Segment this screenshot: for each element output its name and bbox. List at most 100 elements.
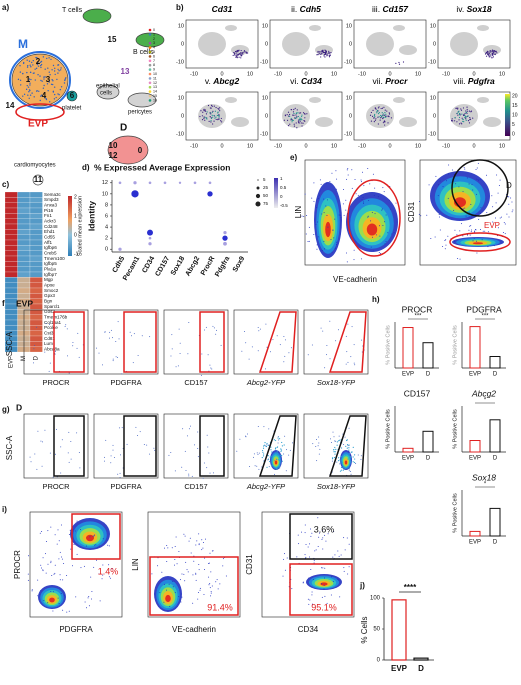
event-dot	[439, 216, 441, 218]
event-dot	[132, 362, 134, 364]
event-dot	[458, 123, 461, 125]
event-dot	[348, 566, 350, 568]
event-dot	[320, 183, 322, 185]
cluster-number: 4	[42, 91, 47, 100]
event-dot	[383, 106, 385, 108]
event-dot	[342, 203, 344, 205]
event-dot	[346, 261, 348, 263]
event-dot	[334, 247, 336, 249]
y-tick-label: 10	[102, 191, 108, 197]
event-dot	[334, 440, 336, 442]
event-dot	[343, 214, 345, 216]
event-dot	[67, 355, 69, 357]
event-dot	[457, 111, 459, 113]
heatmap-cell	[29, 213, 43, 219]
event-dot	[44, 351, 46, 353]
event-dot	[296, 127, 298, 129]
heatmap-cell	[17, 197, 31, 203]
event-dot	[445, 244, 447, 246]
bar	[469, 326, 481, 369]
axis-title: Identity	[86, 201, 96, 231]
event-dot	[244, 435, 246, 437]
group-label: D	[418, 664, 424, 673]
event-dot	[66, 575, 68, 577]
umap-gene: Procr	[385, 76, 408, 86]
event-dot	[339, 439, 341, 441]
heatmap-cell	[17, 223, 31, 230]
event-dot	[202, 111, 204, 113]
event-dot	[278, 467, 281, 469]
event-dot	[91, 590, 93, 592]
event-dot	[216, 329, 218, 331]
event-dot	[58, 93, 60, 96]
heatmap-cell	[17, 287, 31, 294]
event-dot	[492, 56, 494, 58]
event-dot	[68, 431, 70, 433]
event-dot	[288, 115, 290, 117]
event-dot	[186, 569, 188, 571]
event-dot	[342, 433, 344, 435]
event-dot	[284, 114, 286, 116]
event-dot	[350, 356, 352, 358]
event-dot	[181, 466, 183, 468]
event-dot	[383, 113, 385, 115]
event-dot	[257, 327, 259, 329]
event-dot	[261, 466, 263, 468]
size-legend-label: 75	[263, 201, 269, 206]
y-tick-label: -10	[428, 131, 436, 137]
density-contour	[344, 460, 348, 465]
event-dot	[52, 90, 55, 93]
heatmap-cell	[29, 229, 43, 235]
event-dot	[129, 331, 131, 333]
event-dot	[238, 56, 240, 58]
event-dot	[176, 563, 178, 565]
event-dot	[149, 336, 151, 338]
event-dot	[468, 110, 471, 112]
event-dot	[199, 115, 201, 118]
event-dot	[379, 114, 382, 117]
heatmap-cell	[29, 197, 43, 203]
event-dot	[439, 229, 441, 231]
event-dot	[54, 350, 56, 352]
event-dot	[327, 533, 329, 535]
event-dot	[336, 441, 338, 443]
umap-gene: Cd31	[212, 4, 233, 14]
event-dot	[348, 468, 350, 470]
event-dot	[456, 234, 458, 236]
event-dot	[198, 569, 200, 571]
event-dot	[325, 205, 327, 207]
event-dot	[37, 430, 39, 432]
event-dot	[339, 470, 342, 472]
event-dot	[259, 328, 261, 330]
event-dot	[360, 258, 362, 260]
event-dot	[197, 591, 199, 593]
event-dot	[94, 534, 96, 536]
x-tick-label: -10	[274, 71, 282, 77]
label: cardiomyocytes	[14, 163, 56, 169]
event-dot	[324, 567, 326, 569]
density-contour	[86, 534, 94, 542]
event-dot	[301, 215, 303, 217]
event-dot	[347, 445, 349, 447]
event-dot	[34, 68, 36, 70]
event-dot	[349, 460, 351, 462]
event-dot	[340, 469, 343, 471]
bar	[402, 447, 414, 453]
umap-numeral: vi.	[290, 76, 299, 86]
event-dot	[26, 66, 29, 68]
event-dot	[203, 116, 205, 118]
event-dot	[398, 61, 400, 64]
event-dot	[313, 562, 315, 564]
event-dot	[290, 117, 292, 120]
cluster-number: 15	[108, 35, 117, 44]
event-dot	[88, 595, 90, 597]
event-dot	[27, 94, 29, 96]
bar	[391, 599, 407, 661]
event-dot	[363, 202, 365, 204]
event-dot	[296, 556, 298, 558]
x-tick-label: 10	[499, 143, 505, 149]
dot	[148, 236, 152, 240]
event-dot	[212, 110, 214, 112]
event-dot	[322, 548, 324, 550]
event-dot	[75, 596, 77, 598]
